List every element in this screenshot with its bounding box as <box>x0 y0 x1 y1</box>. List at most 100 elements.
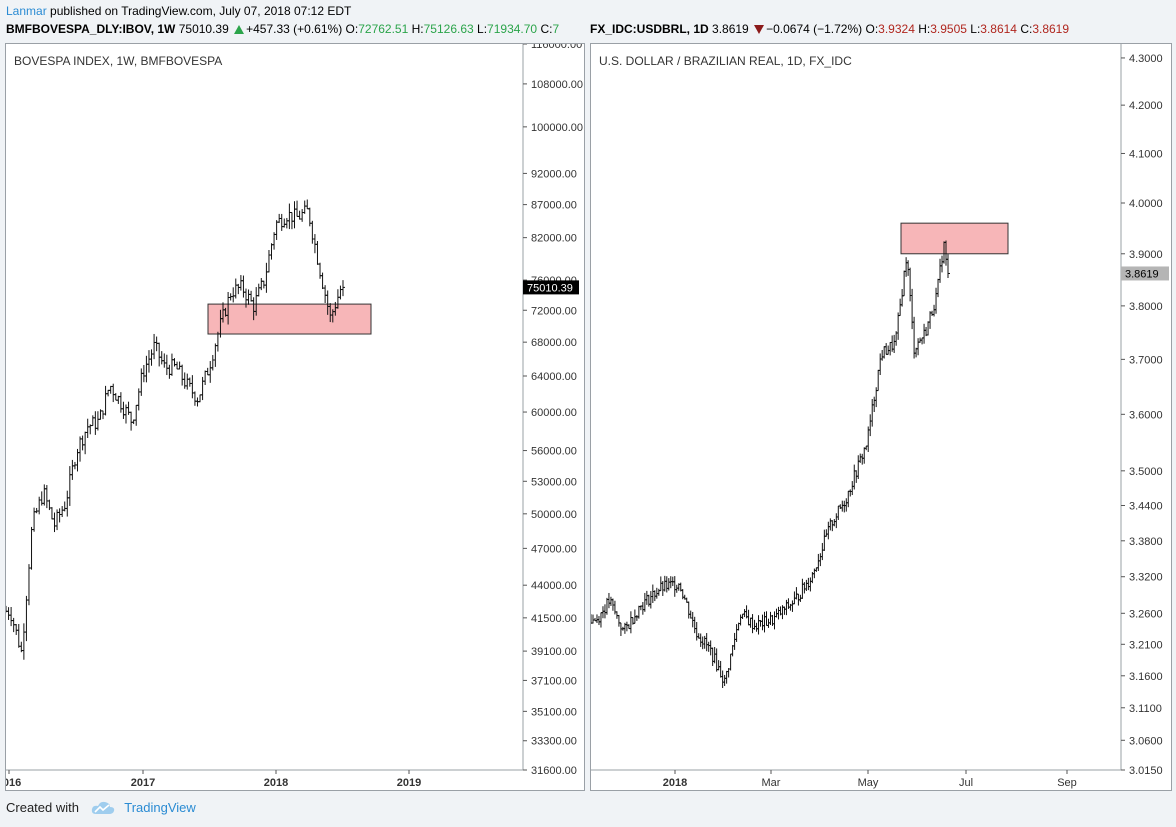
candle <box>241 275 246 298</box>
last-price-label: 75010.39 <box>527 282 573 294</box>
candle <box>644 590 649 605</box>
candle <box>882 346 887 359</box>
x-tick-label: Mar <box>762 777 781 789</box>
candle <box>52 512 57 533</box>
candle <box>730 645 735 657</box>
candle <box>215 331 220 352</box>
candle <box>636 605 641 619</box>
candle <box>146 350 151 373</box>
right-symbol[interactable]: FX_IDC:USDBRL, 1D <box>590 22 709 36</box>
candle <box>284 217 289 229</box>
candle <box>287 203 292 230</box>
candle <box>718 660 723 678</box>
candle <box>121 401 126 419</box>
candle <box>804 579 809 591</box>
candle <box>862 447 867 464</box>
candle <box>752 619 757 630</box>
candle <box>860 453 865 465</box>
y-tick-label: 3.5000 <box>1129 466 1163 478</box>
y-tick-label: 4.0000 <box>1129 198 1163 210</box>
candle <box>47 499 52 511</box>
candle <box>664 576 669 593</box>
left-open: 72762.51 <box>358 22 409 36</box>
candle <box>266 249 271 273</box>
candle <box>177 361 182 370</box>
candle <box>134 404 139 426</box>
candle <box>852 464 857 490</box>
y-tick-label: 116000.00 <box>531 44 582 51</box>
y-tick-label: 50000.00 <box>531 509 577 521</box>
bovespa-chart-panel[interactable]: 116000.00 108000.00 100000.00 92000.00 87000… <box>5 43 585 791</box>
candle <box>600 606 605 619</box>
x-tick-label: 2018 <box>663 777 687 789</box>
left-close: 7 <box>552 22 560 36</box>
candle <box>688 610 693 619</box>
candle <box>902 270 907 297</box>
usdbrl-chart-panel[interactable]: 4.3000 4.2000 4.1000 4.0000 3.9000 3.8000 3.70… <box>590 43 1172 791</box>
candle <box>844 498 849 512</box>
candle <box>842 500 847 513</box>
candle <box>341 280 345 297</box>
candle <box>642 592 647 612</box>
candle <box>920 337 925 345</box>
candle <box>594 614 599 624</box>
y-tick-label: 53000.00 <box>531 476 577 488</box>
candle <box>858 453 863 463</box>
support-resistance-zone <box>207 303 372 335</box>
candle <box>83 431 88 455</box>
candle <box>878 353 883 376</box>
candle <box>868 414 873 437</box>
candle <box>292 201 297 229</box>
candle <box>37 496 42 515</box>
candle <box>152 333 157 360</box>
candle <box>162 353 167 368</box>
candle <box>646 594 651 607</box>
candle <box>754 622 759 632</box>
candle <box>634 615 639 621</box>
candle <box>626 624 631 630</box>
candle <box>175 361 180 370</box>
x-tick-label: 2017 <box>131 777 155 789</box>
candle <box>9 606 14 627</box>
candle <box>300 209 305 222</box>
last-price-badge <box>523 280 579 295</box>
y-tick-label: 68000.00 <box>531 337 577 349</box>
candle <box>640 602 645 615</box>
candle <box>666 578 671 591</box>
candle <box>198 394 203 403</box>
candle <box>295 200 300 217</box>
candle <box>926 321 931 336</box>
candle <box>784 599 789 616</box>
y-tick-label: 3.3200 <box>1129 572 1163 584</box>
bovespa-chart-svg[interactable]: 116000.00 108000.00 100000.00 92000.00 87000… <box>6 44 585 791</box>
author-link[interactable]: Lanmar <box>6 4 47 18</box>
left-low: 71934.70 <box>487 22 538 36</box>
candle <box>90 415 95 427</box>
candle <box>934 287 939 314</box>
candle <box>93 411 98 435</box>
candle <box>259 278 264 291</box>
candle <box>164 354 169 376</box>
left-price: 75010.39 <box>178 22 229 36</box>
candle <box>6 607 11 620</box>
candle <box>154 336 159 352</box>
usdbrl-chart-svg[interactable]: 4.3000 4.2000 4.1000 4.0000 3.9000 3.8000 3.70… <box>591 44 1172 791</box>
candle <box>846 490 851 508</box>
down-arrow-icon <box>754 25 765 34</box>
candle <box>922 323 927 344</box>
tradingview-link[interactable]: TradingView <box>124 800 196 815</box>
candle <box>712 647 717 664</box>
candle <box>912 316 917 359</box>
y-tick-label: 3.1100 <box>1129 703 1162 715</box>
candle <box>62 501 67 512</box>
candle <box>782 606 787 615</box>
candle <box>746 609 751 626</box>
left-change: +457.33 (+0.61%) <box>246 22 343 36</box>
candle <box>704 633 709 652</box>
candle <box>246 289 251 305</box>
candle <box>628 611 633 634</box>
left-symbol[interactable]: BMFBOVESPA_DLY:IBOV, 1W <box>6 22 176 36</box>
candle <box>323 285 328 303</box>
candle <box>672 576 677 597</box>
candle <box>650 584 655 604</box>
